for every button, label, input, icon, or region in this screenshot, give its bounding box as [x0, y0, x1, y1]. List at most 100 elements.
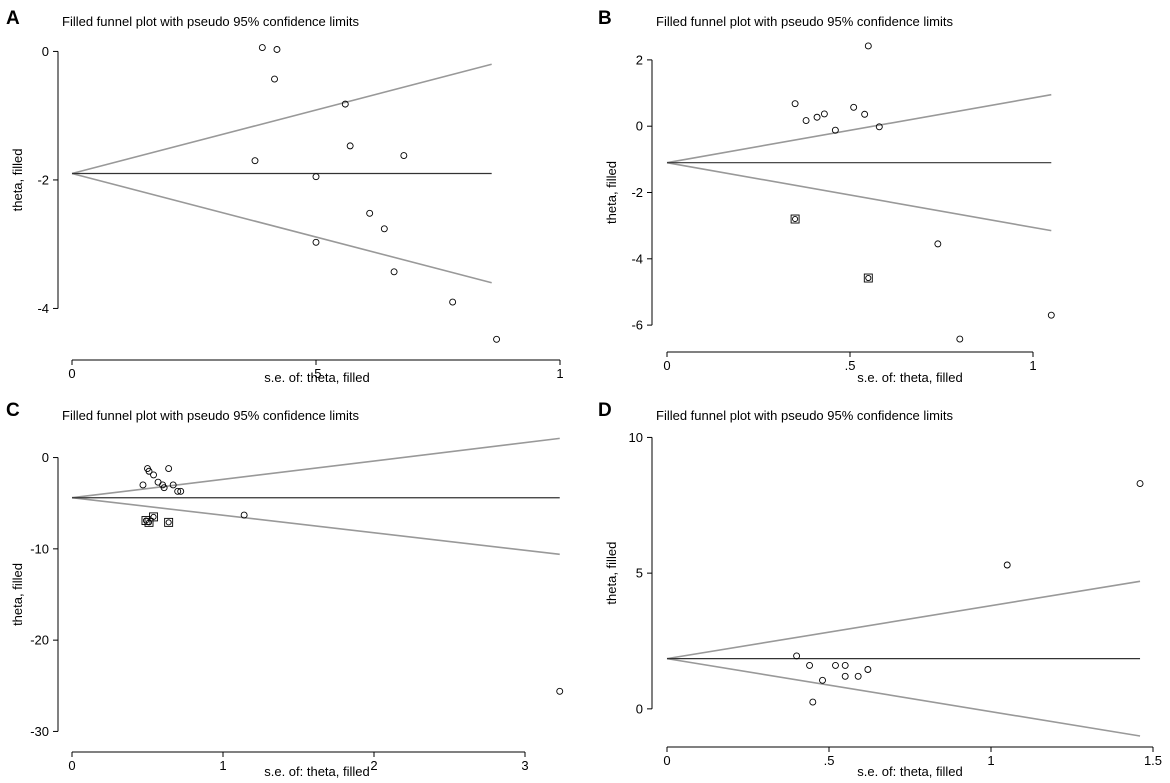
y-tick-label: -20	[30, 633, 49, 648]
panel-c: C Filled funnel plot with pseudo 95% conf…	[6, 400, 564, 779]
observed-study-point	[850, 103, 858, 111]
observed-study-point	[312, 238, 320, 246]
x-tick-label: .5	[311, 366, 322, 381]
filled-study-square	[144, 517, 154, 527]
x-tick-label: 0	[68, 758, 75, 773]
x-axis-label: s.e. of: theta, filled	[857, 764, 963, 779]
observed-study-point	[177, 487, 185, 495]
observed-study-point	[820, 110, 828, 118]
observed-study-point	[154, 478, 162, 486]
observed-study-point	[809, 698, 817, 706]
x-axis-label: s.e. of: theta, filled	[857, 370, 963, 385]
x-tick-label: 1	[987, 753, 994, 768]
lower-confidence-limit-line	[71, 496, 560, 556]
x-tick-label: 2	[370, 758, 377, 773]
observed-study-point	[380, 225, 388, 233]
y-axis-label: theta, filled	[604, 542, 619, 605]
panel-letter: A	[6, 8, 20, 29]
observed-study-point	[934, 240, 942, 248]
observed-study-point	[150, 471, 157, 479]
observed-study-point	[165, 465, 173, 472]
observed-study-point	[841, 661, 849, 669]
y-axis-label: theta, filled	[10, 148, 25, 211]
observed-study-point	[819, 676, 826, 684]
observed-study-point	[449, 298, 457, 306]
filled-study-point	[150, 513, 157, 520]
filled-study-point	[165, 519, 172, 526]
x-tick-label: 0	[663, 753, 670, 768]
panel-b: B Filled funnel plot with pseudo 95% conf…	[598, 8, 1055, 385]
observed-study-point	[271, 75, 278, 83]
x-axis-label: s.e. of: theta, filled	[264, 370, 370, 385]
x-tick-label: 1	[1029, 358, 1036, 373]
observed-study-point	[493, 335, 501, 343]
y-tick-label: -4	[37, 301, 49, 316]
lower-confidence-limit-line	[71, 172, 492, 284]
observed-study-point	[832, 661, 839, 669]
y-tick-label: 0	[42, 450, 49, 465]
x-tick-label: 1.5	[1144, 753, 1162, 768]
observed-study-point	[258, 44, 266, 52]
y-tick-label: -10	[30, 541, 49, 556]
observed-study-point	[1003, 561, 1011, 569]
observed-study-point	[1136, 480, 1144, 488]
observed-study-point	[875, 123, 883, 131]
observed-study-point	[346, 142, 354, 150]
observed-study-point	[139, 481, 147, 489]
chart-title: Filled funnel plot with pseudo 95% confi…	[656, 408, 954, 423]
x-tick-label: 3	[521, 758, 528, 773]
x-tick-label: 0	[663, 358, 670, 373]
y-tick-label: 0	[636, 701, 643, 716]
observed-study-point	[169, 481, 177, 489]
y-tick-label: -6	[631, 318, 643, 333]
upper-confidence-limit-line	[666, 580, 1141, 660]
x-tick-label: 0	[68, 366, 75, 381]
observed-study-point	[366, 209, 374, 217]
panel-letter: B	[598, 8, 612, 29]
filled-study-square	[149, 512, 158, 522]
observed-study-point	[251, 157, 259, 165]
panel-a: A Filled funnel plot with pseudo 95% conf…	[6, 8, 564, 385]
observed-study-point	[400, 152, 408, 159]
y-tick-label: -2	[631, 185, 643, 200]
filled-study-square	[863, 273, 873, 283]
x-tick-label: 1	[219, 758, 226, 773]
observed-study-point	[831, 126, 839, 134]
panel-letter: C	[6, 400, 20, 421]
observed-study-point	[556, 687, 564, 695]
upper-confidence-limit-line	[71, 437, 560, 499]
observed-study-point	[160, 484, 168, 492]
y-tick-label: -30	[30, 724, 49, 739]
observed-study-point	[341, 100, 349, 108]
y-tick-label: -2	[37, 172, 49, 187]
observed-study-point	[791, 100, 799, 108]
y-axis-label: theta, filled	[10, 563, 25, 626]
chart-title: Filled funnel plot with pseudo 95% confi…	[62, 14, 360, 29]
panel-d: D Filled funnel plot with pseudo 95% conf…	[598, 400, 1162, 779]
y-tick-label: -4	[631, 251, 643, 266]
observed-study-point	[806, 661, 814, 669]
observed-study-point	[841, 672, 849, 680]
observed-study-point	[145, 467, 153, 475]
observed-study-point	[854, 672, 862, 680]
observed-study-point	[864, 42, 872, 50]
observed-study-point	[813, 113, 821, 121]
y-tick-label: 0	[42, 44, 49, 59]
observed-study-point	[861, 110, 869, 118]
observed-study-point	[312, 173, 320, 181]
y-tick-label: 5	[636, 566, 643, 581]
x-tick-label: 1	[556, 366, 563, 381]
observed-study-point	[240, 511, 248, 519]
x-tick-label: .5	[824, 753, 835, 768]
observed-study-point	[793, 652, 801, 660]
chart-title: Filled funnel plot with pseudo 95% confi…	[656, 14, 954, 29]
upper-confidence-limit-line	[666, 93, 1052, 164]
observed-study-point	[802, 117, 810, 125]
observed-study-point	[1047, 311, 1055, 319]
filled-study-point	[865, 274, 872, 282]
filled-study-point	[792, 215, 799, 223]
x-axis-label: s.e. of: theta, filled	[264, 764, 370, 779]
filled-study-point	[145, 519, 153, 526]
x-tick-label: .5	[845, 358, 856, 373]
